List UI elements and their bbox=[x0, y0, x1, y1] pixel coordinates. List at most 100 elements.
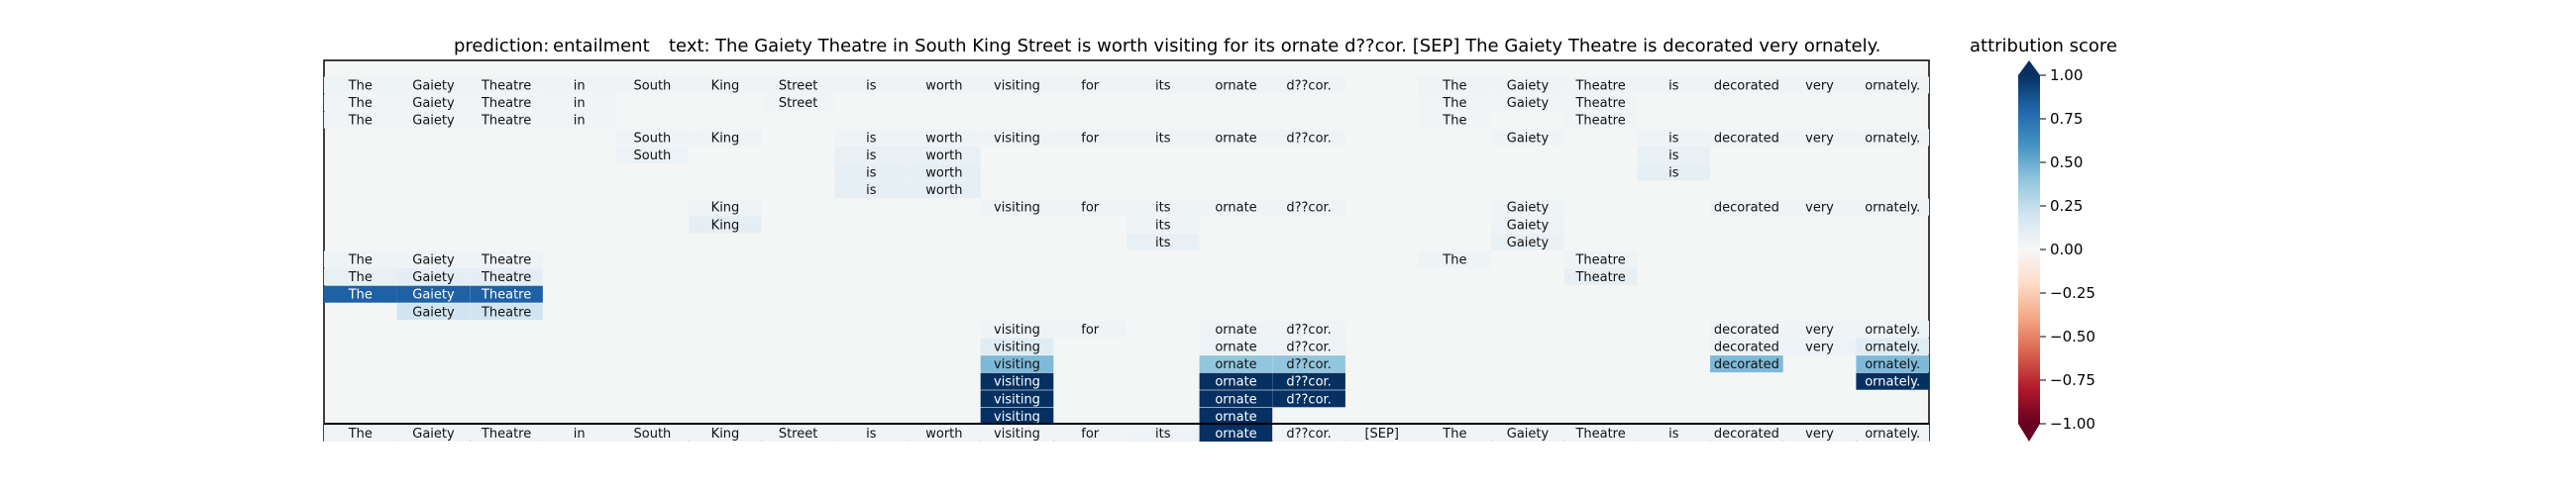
input-row-token: Gaiety bbox=[412, 427, 455, 442]
heatmap-row-cell-bg bbox=[908, 76, 981, 94]
heatmap-row-token: Gaiety bbox=[412, 79, 455, 94]
heatmap-row-token: ornate bbox=[1215, 375, 1256, 390]
input-row-cell-bg bbox=[1053, 425, 1127, 442]
heatmap-row-cell-bg bbox=[470, 268, 543, 286]
heatmap-row-cell-bg bbox=[1272, 338, 1345, 355]
heatmap-row-token: King bbox=[711, 79, 740, 94]
heatmap-row-cell-bg bbox=[470, 94, 543, 112]
heatmap-cells: The Gaiety Theatre in South King Street is worth… bbox=[324, 76, 1929, 442]
heatmap-row-token: Theatre bbox=[481, 253, 531, 268]
heatmap-row-cell-bg bbox=[1491, 76, 1564, 94]
heatmap-row-cell-bg bbox=[1418, 250, 1492, 268]
heatmap-row-token: its bbox=[1155, 236, 1171, 250]
input-row-cell-bg bbox=[1563, 425, 1638, 442]
heatmap-row-cell-bg bbox=[1127, 198, 1200, 216]
heatmap-row-token: ornately. bbox=[1865, 375, 1920, 390]
heatmap-row-cell-bg bbox=[1710, 320, 1783, 338]
heatmap-row-token: The bbox=[1442, 114, 1466, 129]
heatmap-row-cell-bg bbox=[1272, 390, 1345, 408]
colorbar-tick-label: −1.00 bbox=[2050, 415, 2095, 433]
heatmap-row-token: ornate bbox=[1215, 392, 1256, 407]
heatmap-row-cell-bg bbox=[1782, 338, 1857, 355]
heatmap-row-token: Theatre bbox=[481, 288, 531, 303]
input-row-cell-bg bbox=[324, 425, 397, 442]
colorbar-max-extension bbox=[2018, 60, 2040, 75]
heatmap-row-cell-bg bbox=[324, 268, 397, 286]
heatmap-row-token: ornately. bbox=[1865, 323, 1920, 338]
heatmap-row-cell-bg bbox=[1710, 355, 1783, 373]
heatmap-row-token: d??cor. bbox=[1286, 341, 1331, 355]
heatmap-row-cell-bg bbox=[470, 111, 543, 129]
heatmap-row-cell-bg bbox=[980, 355, 1054, 373]
heatmap-row-cell-bg bbox=[1199, 320, 1273, 338]
heatmap-row-cell-bg bbox=[1272, 372, 1345, 390]
heatmap-row-token: is bbox=[866, 79, 877, 94]
heatmap-row-cell-bg bbox=[908, 129, 981, 147]
heatmap-row-cell-bg bbox=[324, 94, 397, 112]
input-row-cell-bg bbox=[1272, 425, 1345, 442]
heatmap-row-cell-bg bbox=[396, 303, 471, 321]
heatmap-row-cell-bg bbox=[1053, 76, 1127, 94]
colorbar-tick-label: −0.50 bbox=[2050, 328, 2095, 346]
heatmap-row-cell-bg bbox=[1199, 407, 1273, 425]
heatmap-row-token: for bbox=[1081, 323, 1100, 338]
heatmap-row-cell-bg bbox=[615, 146, 690, 163]
heatmap-row-cell-bg bbox=[834, 163, 909, 181]
heatmap-row-token: ornate bbox=[1215, 323, 1256, 338]
heatmap-row-cell-bg bbox=[1637, 76, 1710, 94]
input-row-token: d??cor. bbox=[1286, 427, 1331, 442]
heatmap-row-token: ornate bbox=[1215, 131, 1256, 146]
heatmap-row-token: The bbox=[1442, 253, 1466, 268]
heatmap-row-cell-bg bbox=[1491, 216, 1564, 234]
title-text-label: text: bbox=[669, 36, 710, 56]
heatmap-row-token: its bbox=[1155, 218, 1171, 233]
heatmap-row-cell-bg bbox=[1782, 320, 1857, 338]
heatmap-row-cell-bg bbox=[1563, 94, 1638, 112]
heatmap-row-token: Gaiety bbox=[412, 288, 455, 303]
input-row-token: very bbox=[1805, 427, 1834, 442]
heatmap-row-cell-bg bbox=[1127, 216, 1200, 234]
heatmap-row-token: is bbox=[866, 183, 877, 198]
heatmap-row-token: Theatre bbox=[481, 305, 531, 320]
heatmap-row-token: in bbox=[574, 96, 586, 111]
heatmap-row-cell-bg bbox=[324, 76, 397, 94]
heatmap-row-token: d??cor. bbox=[1286, 323, 1331, 338]
heatmap-row-cell-bg bbox=[542, 111, 616, 129]
heatmap-row-cell-bg bbox=[689, 129, 762, 147]
heatmap-row-token: worth bbox=[925, 131, 962, 146]
heatmap-row-token: The bbox=[348, 114, 373, 129]
heatmap-row-cell-bg bbox=[834, 129, 909, 147]
heatmap-row-token: The bbox=[348, 96, 373, 111]
heatmap-row-token: ornate bbox=[1215, 357, 1256, 372]
heatmap-row-cell-bg bbox=[1127, 129, 1200, 147]
heatmap-row-cell-bg bbox=[834, 146, 909, 163]
heatmap-row-token: for bbox=[1081, 79, 1100, 94]
heatmap-row-token: visiting bbox=[994, 357, 1040, 372]
colorbar-tick-label: 0.75 bbox=[2050, 110, 2083, 128]
heatmap-row-cell-bg bbox=[324, 250, 397, 268]
input-row-token: is bbox=[866, 427, 877, 442]
colorbar-tick-label: −0.25 bbox=[2050, 284, 2095, 302]
heatmap-row-token: very bbox=[1805, 131, 1834, 146]
heatmap-row-token: decorated bbox=[1714, 79, 1779, 94]
heatmap-row-cell-bg bbox=[1199, 390, 1273, 408]
colorbar-tick-label: −0.75 bbox=[2050, 371, 2095, 389]
heatmap-row-token: ornately. bbox=[1865, 201, 1920, 216]
heatmap-row-cell-bg bbox=[761, 76, 835, 94]
heatmap-row-token: decorated bbox=[1714, 357, 1779, 372]
heatmap-row-token: South bbox=[634, 148, 672, 163]
heatmap-row-cell-bg bbox=[1418, 76, 1492, 94]
heatmap-row-token: Street bbox=[779, 96, 818, 111]
heatmap-row-cell-bg bbox=[980, 390, 1054, 408]
heatmap-row-token: decorated bbox=[1714, 323, 1779, 338]
heatmap-row-cell-bg bbox=[1272, 355, 1345, 373]
heatmap-row-token: Theatre bbox=[1574, 270, 1625, 285]
input-row-token: is bbox=[1668, 427, 1679, 442]
input-row-token: King bbox=[711, 427, 740, 442]
heatmap-row-cell-bg bbox=[761, 94, 835, 112]
colorbar-ticks: 1.00 0.75 0.50 0.25 0.00 −0.25 −0.50 −0.75 −1.00 bbox=[2040, 66, 2095, 433]
title-prediction-label: prediction: bbox=[454, 36, 549, 56]
heatmap-row-cell-bg bbox=[1856, 338, 1929, 355]
input-row-token: in bbox=[574, 427, 586, 442]
